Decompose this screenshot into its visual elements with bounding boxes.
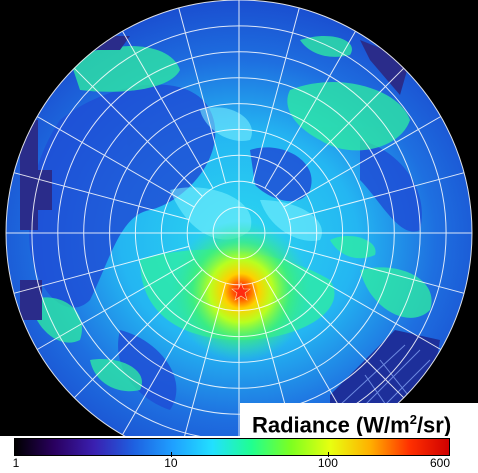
- grid-spoke: [283, 116, 442, 208]
- grid-spoke: [184, 282, 227, 436]
- grid-spoke: [178, 7, 227, 184]
- top-right-structure: [360, 40, 410, 95]
- colorbar-tick-mark: [327, 452, 329, 457]
- colorbar-tick-label: 10: [164, 456, 178, 470]
- grid-spoke: [122, 277, 214, 436]
- grid-spoke: [288, 245, 465, 294]
- colorbar-tick-label: 600: [429, 456, 451, 470]
- grid-spoke: [275, 269, 405, 399]
- sky-radiance-map: Radiance (W/m2/sr): [0, 0, 478, 436]
- colorbar-title: Radiance (W/m2/sr): [240, 403, 478, 436]
- grid-spoke: [13, 245, 190, 294]
- grid-spoke: [122, 30, 214, 189]
- grid-spoke: [264, 30, 356, 189]
- grid-spoke: [73, 67, 203, 197]
- colorbar-tick-mark: [170, 452, 172, 457]
- grid-spoke: [73, 269, 203, 399]
- sun-hotspot: [231, 282, 251, 301]
- grid-spoke: [251, 7, 300, 184]
- grid-spoke: [13, 172, 190, 221]
- radiance-colorbar: [14, 438, 450, 456]
- grid-spoke: [36, 116, 195, 208]
- grid-spoke: [288, 172, 465, 221]
- colorbar-tick-label: 100: [317, 456, 338, 470]
- polar-grid: [5, 0, 473, 436]
- grid-spoke: [36, 258, 195, 350]
- grid-spoke: [275, 67, 405, 197]
- colorbar-tick-label: 1: [12, 456, 20, 470]
- grid-spoke: [283, 258, 442, 350]
